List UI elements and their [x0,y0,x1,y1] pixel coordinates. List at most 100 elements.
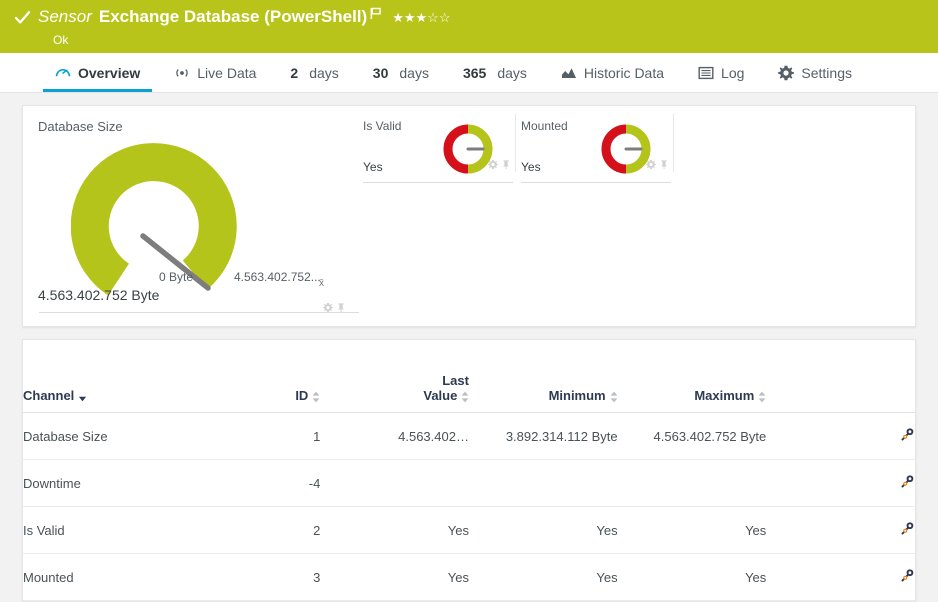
page-title: Exchange Database (PowerShell) [98,7,368,26]
tab-30-days[interactable]: 30 days [356,53,446,92]
cell-maximum: 4.563.402.752 Byte [617,412,767,460]
tab-30-days-label: days [399,64,429,81]
sort-arrows-icon [461,391,469,403]
object-kind-label: Sensor [38,7,92,26]
gauge-column-divider [673,114,674,172]
tab-2-days-number: 2 [290,64,299,81]
sensor-tab-bar: Overview Live Data 2 days 30 days 365 da… [0,53,938,93]
status-badge: Ok [53,33,69,47]
cell-actions [766,506,915,554]
tab-2-days-label: days [309,64,339,81]
channel-settings-icon[interactable] [900,474,915,489]
sensor-header-bar: Sensor Exchange Database (PowerShell) ★★… [0,0,938,53]
table-column-headers: Channel ID [23,373,915,413]
primary-gauge-dial [71,143,237,296]
secondary-gauge-dial [601,124,651,174]
sort-arrows-icon [758,391,766,403]
pin-icon[interactable] [659,159,669,170]
column-header-channel[interactable]: Channel [23,373,172,413]
primary-gauge[interactable]: x̄ 0 Byte 4.563.402.752... 4.563.402.752… [31,136,359,321]
channel-settings-icon[interactable] [900,568,915,583]
channel-settings-icon[interactable] [900,427,915,442]
tab-overview-label: Overview [78,64,141,81]
table-row[interactable]: Database Size 1 4.563.402… 3.892.314.112… [23,412,915,460]
cell-id: 2 [171,506,321,554]
chevron-down-icon [79,396,87,402]
gear-icon[interactable] [323,302,333,313]
area-chart-icon [561,67,576,78]
primary-gauge-title: Database Size [38,119,123,134]
sort-arrows-icon [610,391,618,403]
tab-365-days-label: days [497,64,527,81]
sensor-header-title-row: Sensor Exchange Database (PowerShell) ★★… [14,4,938,30]
primary-gauge-divider [39,312,359,313]
secondary-gauge-divider [521,182,671,183]
gauge-column-divider [515,114,516,172]
log-list-icon [698,66,714,79]
flag-icon[interactable] [369,7,382,20]
gear-icon [778,65,795,80]
column-header-last-value[interactable]: Last Value [320,373,469,413]
column-header-maximum-label: Maximum [694,388,755,403]
secondary-gauge-value: Yes [363,160,383,174]
tab-365-days[interactable]: 365 days [446,53,544,92]
primary-gauge-mean-marker: x̄ [319,278,324,289]
primary-gauge-min-label: 0 Byte [159,270,194,284]
cell-minimum [468,459,618,507]
column-header-last-value-line2: Value [423,388,458,403]
tab-settings-label: Settings [801,64,852,81]
secondary-gauge-actions [646,159,669,170]
sort-arrows-icon [312,391,320,403]
live-signal-icon [176,68,188,77]
cell-actions [766,412,915,460]
primary-gauge-actions [323,302,346,313]
gauges-panel: Database Size x̄ 0 Byte 4.563.402.752...… [22,105,916,327]
table-header-row [23,340,915,373]
cell-id: -4 [171,459,321,507]
column-header-minimum-label: Minimum [548,388,606,403]
gear-icon[interactable] [646,159,656,170]
secondary-gauge-divider [363,182,513,183]
cell-actions [766,459,915,507]
cell-maximum [617,459,767,507]
column-header-last-value-line1: Last [442,373,469,388]
column-header-actions [766,373,915,413]
tab-365-days-number: 365 [462,64,487,81]
secondary-gauge-value: Yes [521,160,541,174]
priority-rating[interactable]: ★★★☆☆ [392,9,451,25]
cell-minimum: Yes [468,506,618,554]
table-top-spacer [23,340,915,373]
secondary-gauge-mounted[interactable]: Mounted Yes [521,119,673,183]
table-row[interactable]: Is Valid 2 Yes Yes Yes [23,506,915,554]
cell-channel: Downtime [23,459,172,507]
channel-settings-icon[interactable] [900,521,915,536]
tab-overview[interactable]: Overview [38,53,157,92]
tab-log-label: Log [721,64,745,81]
column-header-id[interactable]: ID [171,373,321,413]
gauge-icon [55,68,71,76]
tab-2-days[interactable]: 2 days [273,53,355,92]
column-header-minimum[interactable]: Minimum [468,373,618,413]
pin-icon[interactable] [336,302,346,313]
tab-30-days-number: 30 [372,64,389,81]
cell-minimum: 3.892.314.112 Byte [468,412,618,460]
tab-live-data[interactable]: Live Data [157,53,273,92]
cell-last-value: 4.563.402… [320,412,469,460]
secondary-gauge-title: Is Valid [363,119,402,133]
secondary-gauge-title: Mounted [521,119,568,133]
cell-channel: Is Valid [23,506,172,554]
gear-icon[interactable] [488,159,498,170]
column-header-channel-label: Channel [23,388,75,403]
tab-historic-data[interactable]: Historic Data [544,53,681,92]
column-header-maximum[interactable]: Maximum [617,373,767,413]
pin-icon[interactable] [501,159,511,170]
column-header-id-label: ID [295,388,309,403]
tab-log[interactable]: Log [681,53,761,92]
cell-maximum: Yes [617,506,767,554]
tab-settings[interactable]: Settings [761,53,869,92]
secondary-gauge-dial [443,124,493,174]
table-row[interactable]: Downtime -4 [23,459,915,507]
primary-gauge-max-label: 4.563.402.752... [234,270,321,284]
cell-channel: Database Size [23,412,172,460]
secondary-gauge-is-valid[interactable]: Is Valid Yes [363,119,515,183]
